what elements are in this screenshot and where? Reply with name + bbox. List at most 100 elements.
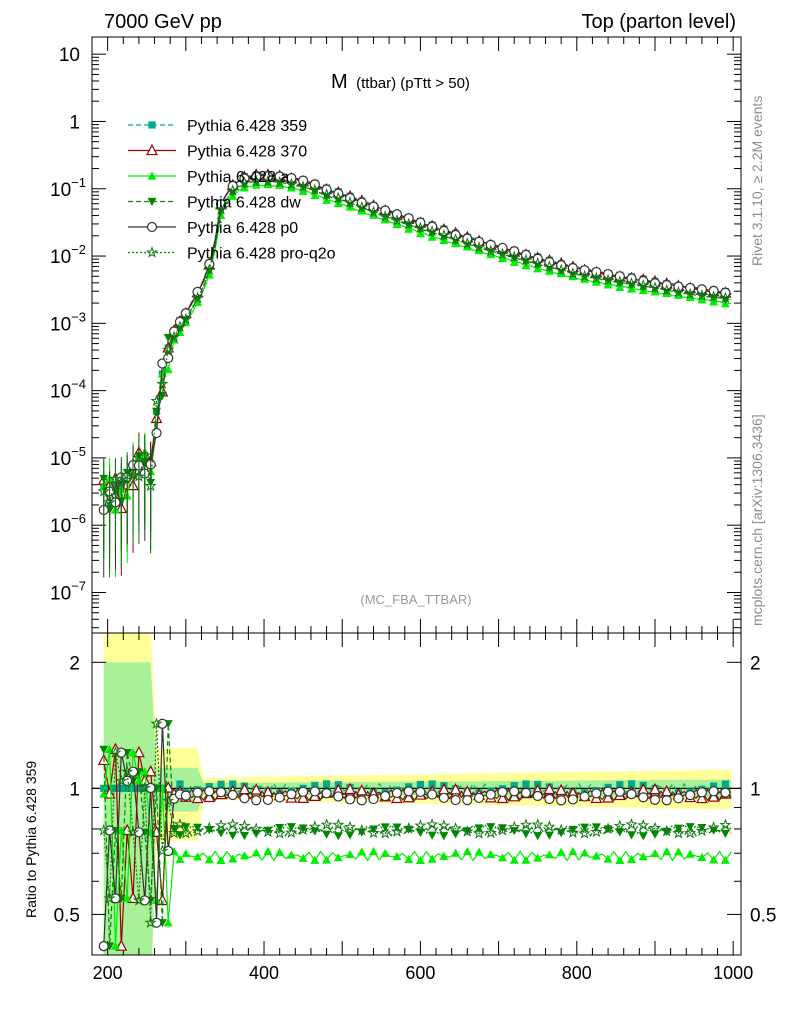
data-point — [157, 718, 168, 729]
data-point — [603, 854, 613, 863]
data-point — [602, 786, 614, 797]
data-point — [285, 826, 298, 838]
data-point — [439, 832, 449, 841]
data-point — [427, 831, 437, 840]
chart-title-main: M — [331, 71, 348, 93]
data-point — [116, 825, 126, 835]
data-point — [684, 287, 697, 300]
data-point — [332, 818, 345, 830]
data-point — [697, 852, 707, 861]
header-right: Top (parton level) — [581, 11, 736, 33]
data-point — [116, 747, 127, 758]
data-point — [180, 790, 191, 801]
data-point — [509, 855, 519, 864]
data-point — [286, 850, 296, 859]
data-point — [263, 826, 273, 835]
data-point — [156, 377, 169, 390]
data-point — [261, 174, 274, 187]
data-point — [122, 893, 132, 902]
data-point — [579, 791, 590, 802]
data-point — [163, 918, 173, 927]
data-point — [496, 791, 509, 804]
data-point — [473, 792, 485, 804]
data-point — [685, 849, 695, 858]
data-point — [627, 854, 637, 864]
data-point — [322, 780, 331, 788]
data-point — [391, 787, 403, 799]
data-point — [115, 774, 128, 787]
data-point — [134, 776, 144, 785]
data-point — [100, 784, 108, 792]
series-upper — [99, 179, 732, 578]
data-point — [614, 786, 625, 797]
data-point — [696, 787, 708, 798]
data-point — [228, 854, 238, 863]
data-point — [650, 848, 660, 858]
series-line-ratio — [103, 723, 732, 923]
data-point — [707, 290, 720, 302]
data-point — [168, 826, 181, 839]
legend-label: Pythia 6.428 dw — [187, 195, 301, 212]
data-point — [556, 847, 566, 856]
ratio-y-tick-label-right: 1 — [750, 779, 761, 800]
data-point — [380, 848, 390, 857]
data-point — [661, 795, 672, 806]
data-point — [685, 790, 696, 801]
data-point — [138, 781, 151, 794]
data-point — [99, 745, 109, 754]
data-point — [415, 828, 425, 838]
data-point — [710, 782, 718, 790]
y-tick-label: 10−7 — [50, 578, 86, 604]
data-point — [414, 221, 427, 234]
data-point — [450, 794, 461, 806]
data-point — [238, 819, 251, 832]
data-point — [285, 177, 298, 190]
data-point — [298, 853, 308, 862]
ratio-y-tick-label-right: 0.5 — [750, 905, 776, 926]
data-point — [140, 767, 150, 776]
data-point — [355, 784, 368, 796]
data-point — [191, 824, 204, 837]
data-point — [128, 748, 138, 757]
data-point — [519, 253, 533, 266]
data-point — [144, 916, 157, 929]
data-point — [615, 855, 625, 865]
data-point — [590, 825, 603, 838]
data-point — [162, 343, 175, 356]
data-point — [451, 848, 461, 857]
data-point — [368, 846, 378, 856]
legend-label: Pythia 6.428 370 — [187, 144, 307, 161]
data-point — [707, 821, 720, 833]
data-point — [203, 263, 216, 276]
data-point — [146, 221, 158, 233]
data-point — [472, 826, 486, 839]
data-point — [163, 365, 173, 374]
data-point — [625, 818, 638, 830]
ratio-y-tick-label: 1 — [69, 779, 80, 800]
data-point — [286, 789, 297, 800]
data-point — [649, 794, 661, 805]
data-point — [426, 818, 439, 830]
data-point — [320, 188, 333, 200]
data-point — [449, 783, 462, 795]
data-point — [390, 213, 404, 226]
data-point — [521, 830, 531, 839]
ratio-frame — [91, 632, 742, 956]
data-point — [719, 818, 732, 831]
data-point — [578, 269, 591, 282]
data-point — [673, 847, 683, 856]
data-point — [555, 783, 568, 796]
data-point — [133, 827, 145, 838]
data-point — [439, 851, 449, 860]
data-point — [251, 795, 262, 806]
data-point — [214, 818, 228, 831]
data-point — [355, 823, 368, 836]
data-point — [298, 824, 308, 833]
data-point — [250, 783, 263, 795]
chart-title: M (ttbar) (pTtt > 50) — [331, 71, 470, 93]
data-point — [415, 855, 425, 865]
data-point — [150, 394, 163, 407]
data-point — [147, 171, 157, 180]
data-point — [720, 855, 730, 864]
data-point — [519, 818, 533, 831]
